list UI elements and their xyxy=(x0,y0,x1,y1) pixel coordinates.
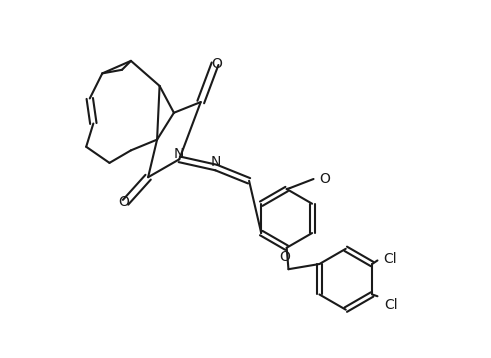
Text: Cl: Cl xyxy=(384,298,398,312)
Text: O: O xyxy=(118,195,129,209)
Text: O: O xyxy=(279,250,290,264)
Text: N: N xyxy=(211,155,221,169)
Text: Cl: Cl xyxy=(383,252,396,266)
Text: O: O xyxy=(212,57,222,71)
Text: N: N xyxy=(174,147,185,161)
Text: O: O xyxy=(319,172,330,186)
